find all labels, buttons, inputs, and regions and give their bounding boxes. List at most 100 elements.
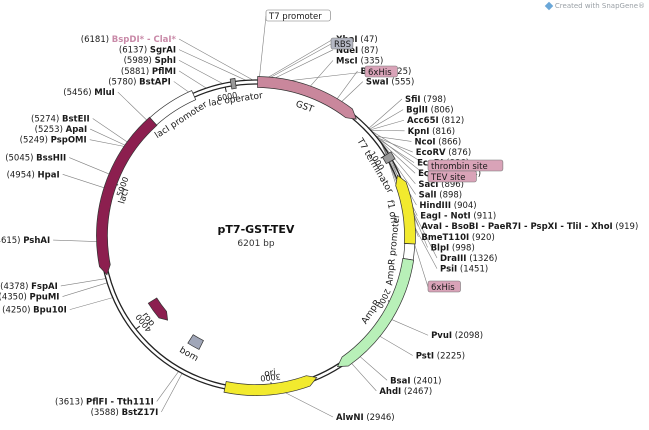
site-label-ppumi[interactable]: (4350) PpuMI	[0, 293, 59, 303]
site-position: (920)	[472, 233, 495, 243]
site-name: PpuMI	[29, 293, 59, 303]
site-name: Acc65I	[407, 116, 439, 126]
site-label-saci[interactable]: SacI (896)	[418, 180, 464, 190]
site-label-bsai[interactable]: BsaI (2401)	[390, 376, 441, 386]
site-position: (5881)	[121, 67, 149, 77]
box-label-6xhis[interactable]: 6xHis	[431, 283, 455, 293]
feature-label-ori: ori	[264, 368, 277, 379]
site-name: PsiI	[440, 265, 457, 275]
site-leader	[357, 354, 388, 381]
site-position: (4378)	[0, 282, 28, 292]
box-leader	[279, 71, 366, 83]
site-position: (4250)	[2, 306, 30, 316]
site-name: PflMI	[152, 67, 176, 77]
site-label-pflmi[interactable]: (5881) PflMI	[121, 67, 176, 77]
site-leader	[378, 139, 416, 174]
site-name: BspDI* - ClaI*	[112, 35, 177, 45]
site-name: KpnI	[408, 127, 430, 137]
site-name: BlpI	[431, 243, 450, 253]
site-label-kpni[interactable]: KpnI (816)	[408, 127, 455, 137]
site-position: (4350)	[0, 293, 27, 303]
site-position: (5249)	[20, 136, 48, 146]
site-name: PvuI	[431, 331, 452, 341]
site-leader	[178, 49, 247, 81]
site-label-acc65i[interactable]: Acc65I (812)	[407, 116, 464, 126]
site-label-hindiii[interactable]: HindIII (904)	[419, 201, 476, 211]
site-leader	[90, 128, 129, 147]
site-name: BstAPI	[139, 77, 171, 87]
site-name: EagI - NotI	[420, 212, 470, 222]
site-position: (898)	[439, 190, 462, 200]
box-label-rbs[interactable]: RBS	[334, 40, 351, 50]
feature-laci-promoter	[149, 90, 197, 126]
site-position: (5274)	[31, 114, 59, 124]
site-label-msci[interactable]: MscI (335)	[336, 56, 383, 66]
site-label-sphi[interactable]: (5989) SphI	[124, 56, 176, 66]
site-label-sali[interactable]: SalI (898)	[419, 190, 463, 200]
box-6xhis	[427, 280, 461, 293]
feature-label-laci: lacI	[117, 187, 131, 205]
site-label-ecorv[interactable]: EcoRV (876)	[416, 148, 471, 158]
site-label-sfii[interactable]: SfiI (798)	[405, 95, 446, 105]
box-label-thrombin-site[interactable]: thrombin site	[431, 162, 488, 172]
site-label-blpi[interactable]: BlpI (998)	[431, 243, 475, 253]
site-label-pshai[interactable]: (4615) PshAI	[0, 236, 50, 246]
site-label-alwni[interactable]: AlwNI (2946)	[336, 413, 395, 423]
site-position: (1326)	[469, 254, 497, 264]
site-label-psii[interactable]: PsiI (1451)	[440, 265, 488, 275]
feature-rop	[147, 297, 169, 321]
site-leader	[62, 174, 108, 190]
site-label-mlui[interactable]: (5456) MluI	[63, 88, 115, 98]
site-label-bpu10i[interactable]: (4250) Bpu10I	[2, 306, 67, 316]
box-label-6xhis[interactable]: 6xHis	[368, 68, 392, 78]
site-label-sgrai[interactable]: (6137) SgrAI	[119, 46, 176, 56]
site-label-hpai[interactable]: (4954) HpaI	[7, 170, 60, 180]
site-name: PspOMI	[51, 136, 87, 146]
feature-t7-terminator	[381, 151, 396, 165]
site-leader	[369, 109, 404, 130]
site-position: (555)	[391, 78, 414, 88]
site-label-bglii[interactable]: BglII (806)	[406, 106, 453, 116]
site-position: (5045)	[5, 154, 33, 164]
site-label-bsshii[interactable]: (5045) BssHII	[5, 154, 66, 164]
site-position: (5456)	[63, 88, 91, 98]
site-label-ncoi[interactable]: NcoI (866)	[414, 137, 461, 147]
site-name: SacI	[418, 180, 438, 190]
site-name: BstEII	[62, 114, 90, 124]
site-label-bsteii[interactable]: (5274) BstEII	[31, 114, 90, 124]
feature-bom	[187, 334, 204, 350]
site-leader	[178, 70, 207, 89]
site-label-bstz17i[interactable]: (3588) BstZ17I	[91, 408, 159, 418]
site-label-ndei[interactable]: NdeI (87)	[336, 46, 378, 56]
site-position: (6137)	[119, 46, 147, 56]
site-label-bstapi[interactable]: (5780) BstAPI	[108, 77, 171, 87]
site-label-avai-bsobi-paer7i-pspxi-tlii-xhoi[interactable]: AvaI - BsoBI - PaeR7I - PspXI - TliI - X…	[421, 222, 638, 232]
site-label-apai[interactable]: (5253) ApaI	[35, 125, 88, 135]
site-position: (6181)	[81, 35, 109, 45]
site-label-psti[interactable]: PstI (2225)	[416, 352, 465, 362]
site-label-fspai[interactable]: (4378) FspAI	[0, 282, 58, 292]
site-label-bmet110i[interactable]: BmeT110I (920)	[421, 233, 494, 243]
site-label-eagi-noti[interactable]: EagI - NotI (911)	[420, 212, 496, 222]
site-label-ahdi[interactable]: AhdI (2467)	[379, 387, 432, 397]
site-label-bspdi-clai[interactable]: (6181) BspDI* - ClaI*	[81, 35, 177, 45]
box-label-tev-site[interactable]: TEV site	[430, 173, 465, 183]
site-position: (798)	[423, 95, 446, 105]
site-label-swai[interactable]: SwaI (555)	[366, 78, 414, 88]
site-position: (998)	[452, 243, 475, 253]
site-label-pflfi-tth111i[interactable]: (3613) PflFI - Tth111I	[55, 397, 154, 407]
site-labels: XbaI (47)NdeI (87)MscI (335)BstBI (525)S…	[0, 9, 638, 423]
site-leader	[376, 137, 413, 153]
site-position: (2098)	[455, 331, 483, 341]
site-position: (904)	[454, 201, 477, 211]
site-name: MscI	[336, 56, 358, 66]
site-label-draiii[interactable]: DraIII (1326)	[440, 254, 497, 264]
site-label-pvui[interactable]: PvuI (2098)	[431, 331, 483, 341]
site-name: HpaI	[38, 170, 60, 180]
site-position: (5253)	[35, 125, 63, 135]
site-name: EcoRV	[416, 148, 446, 158]
box-label-t7-promoter[interactable]: T7 promoter	[268, 12, 322, 22]
tick-mark	[135, 325, 141, 330]
site-label-pspomi[interactable]: (5249) PspOMI	[20, 136, 87, 146]
